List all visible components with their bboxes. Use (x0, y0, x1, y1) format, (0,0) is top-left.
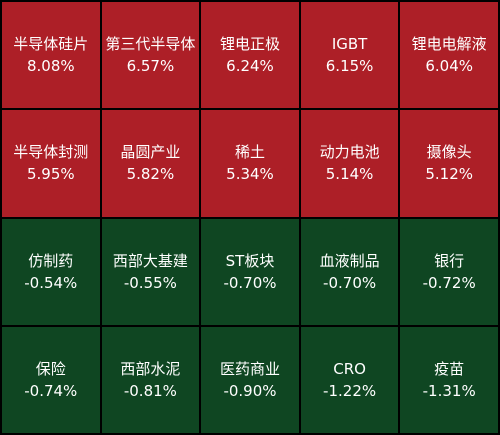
sector-tile[interactable]: 锂电电解液 6.04% (400, 2, 498, 109)
sector-name: 医药商业 (219, 359, 280, 378)
sector-change: 6.15% (325, 57, 374, 76)
sector-name: 摄像头 (426, 143, 472, 162)
sector-name: 疫苗 (434, 359, 465, 378)
sector-name: 半导体硅片 (13, 35, 89, 54)
sector-name: 动力电池 (319, 143, 380, 162)
sector-change: -0.81% (123, 381, 177, 400)
sector-tile[interactable]: 晶圆产业 5.82% (101, 110, 200, 217)
sector-tile[interactable]: 第三代半导体 6.57% (101, 2, 200, 109)
sector-change: -0.90% (223, 381, 277, 400)
sector-name: ST板块 (225, 251, 275, 270)
sector-tile[interactable]: 半导体封测 5.95% (2, 110, 100, 217)
sector-name: 晶圆产业 (120, 143, 181, 162)
sector-change: 5.82% (126, 165, 175, 184)
sector-change: 5.14% (325, 165, 374, 184)
sector-tile[interactable]: 西部大基建 -0.55% (101, 218, 200, 325)
sector-name: IGBT (331, 35, 368, 54)
sector-tile[interactable]: IGBT 6.15% (300, 2, 399, 109)
sector-name: 西部水泥 (120, 359, 181, 378)
sector-change: -0.74% (24, 381, 78, 400)
sector-change: 6.24% (226, 57, 274, 76)
sector-tile[interactable]: 血液制品 -0.70% (300, 218, 399, 325)
sector-change: 5.12% (425, 165, 474, 184)
sector-change: -0.55% (123, 273, 177, 292)
sector-tile[interactable]: 半导体硅片 8.08% (2, 2, 100, 109)
sector-change: 5.34% (226, 165, 274, 184)
sector-change: -0.70% (223, 273, 277, 292)
sector-name: 西部大基建 (112, 251, 188, 270)
sector-name: 第三代半导体 (105, 35, 196, 54)
sector-tile[interactable]: 动力电池 5.14% (300, 110, 399, 217)
sector-name: 保险 (35, 359, 66, 378)
sector-name: 银行 (434, 251, 465, 270)
sector-name: 稀土 (234, 143, 265, 162)
sector-tile[interactable]: 仿制药 -0.54% (2, 218, 100, 325)
sector-tile[interactable]: 西部水泥 -0.81% (101, 326, 200, 433)
sector-tile[interactable]: 锂电正极 6.24% (201, 2, 299, 109)
sector-change: -0.70% (323, 273, 377, 292)
sector-name: CRO (333, 359, 366, 378)
sector-change: -1.31% (422, 381, 476, 400)
sector-name: 锂电正极 (219, 35, 280, 54)
sector-change: 8.08% (26, 57, 75, 76)
sector-tile[interactable]: 银行 -0.72% (400, 218, 498, 325)
sector-tile[interactable]: 疫苗 -1.31% (400, 326, 498, 433)
sector-tile[interactable]: 稀土 5.34% (201, 110, 299, 217)
sector-name: 仿制药 (28, 251, 74, 270)
sector-name: 半导体封测 (13, 143, 89, 162)
sector-change: 6.57% (126, 57, 175, 76)
sector-name: 锂电电解液 (411, 35, 487, 54)
sector-change: -0.54% (24, 273, 78, 292)
sector-tile[interactable]: CRO -1.22% (300, 326, 399, 433)
sector-change: 6.04% (425, 57, 474, 76)
sector-tile[interactable]: 摄像头 5.12% (400, 110, 498, 217)
sector-tile[interactable]: 保险 -0.74% (2, 326, 100, 433)
sector-name: 血液制品 (319, 251, 380, 270)
sector-change: -1.22% (323, 381, 377, 400)
sector-change: 5.95% (26, 165, 75, 184)
sector-tile[interactable]: ST板块 -0.70% (201, 218, 299, 325)
sector-change: -0.72% (422, 273, 476, 292)
sector-tile[interactable]: 医药商业 -0.90% (201, 326, 299, 433)
